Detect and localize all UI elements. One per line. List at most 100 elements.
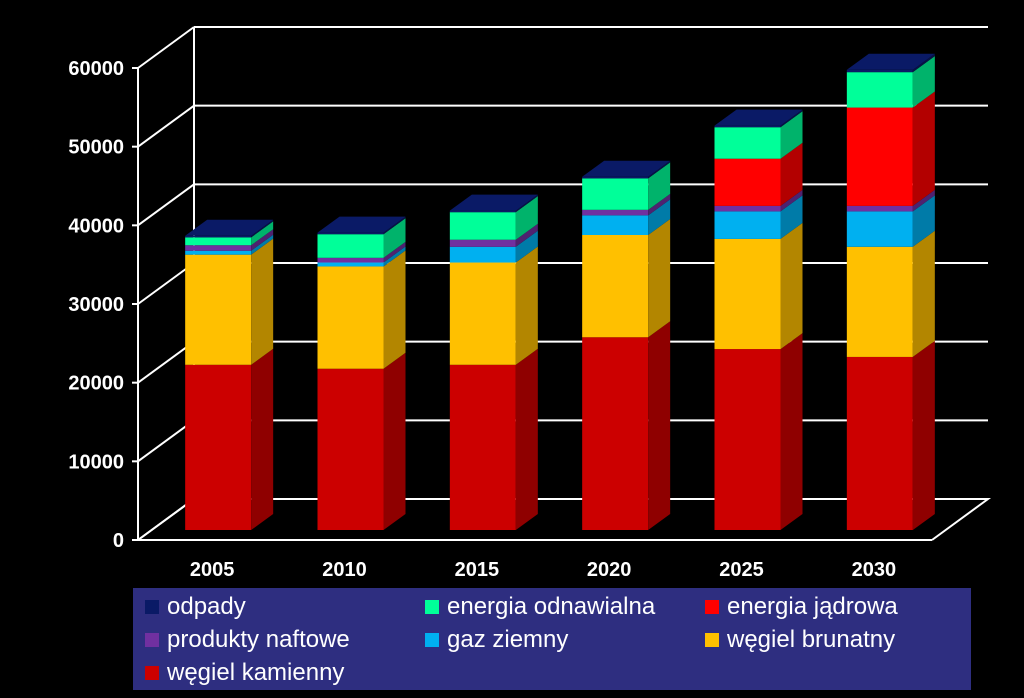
bar-2030-energia-jądrowa-side [912, 91, 935, 206]
bar-2020-odpady [582, 176, 649, 179]
bar-2025-gaz-ziemny-side [780, 195, 803, 239]
bar-2010-odpady-side [383, 216, 406, 235]
legend-item-energia-odnawialna: energia odnawialna [425, 590, 655, 624]
bar-2020-energia-odnawialna-side [648, 162, 671, 210]
legend-label: energia jądrowa [727, 593, 898, 620]
legend-item-odpady: odpady [145, 590, 246, 624]
bar-stack-2005 [185, 219, 274, 530]
gridline-side [137, 498, 195, 541]
bar-2025-gaz-ziemny [714, 211, 781, 239]
bar-2020-gaz-ziemny-side [648, 199, 671, 235]
bar-stack-2025 [714, 109, 803, 530]
bar-2030-gaz-ziemny-side [912, 195, 935, 247]
bar-2005-energia-odnawialna-side [251, 221, 274, 246]
bar-top-2010 [317, 216, 406, 233]
x-tick-label: 2030 [852, 559, 897, 581]
legend-label: gaz ziemny [447, 626, 569, 653]
bar-2005-produkty-naftowe-side [251, 229, 274, 251]
gridline-side [137, 104, 195, 148]
bar-2010-węgiel-kamienny [317, 368, 384, 530]
legend-item-energia-jadrowa: energia jądrowa [705, 590, 898, 624]
bar-2030-węgiel-kamienny [846, 356, 913, 530]
bar-2020-produkty-naftowe [582, 209, 649, 216]
bar-2020-węgiel-brunatny-side [648, 219, 671, 338]
bar-2025-węgiel-kamienny [714, 349, 781, 530]
y-tick-label: 40000 [68, 215, 124, 237]
bar-2015-węgiel-brunatny-side [515, 246, 538, 365]
bar-2030-energia-odnawialna-side [912, 56, 935, 108]
bar-2025-energia-odnawialna-side [780, 111, 803, 159]
bar-2020-węgiel-brunatny [582, 235, 649, 338]
legend-swatch-produkty-naftowe [145, 633, 159, 647]
stacked-3d-bar-chart: 0 10000 20000 30000 40000 50000 60000 2005 2010 2… [68, 26, 992, 581]
bar-2005-węgiel-kamienny [185, 364, 252, 530]
bar-2015-gaz-ziemny-side [515, 230, 538, 263]
bar-2010-węgiel-kamienny-side [383, 352, 406, 530]
legend-label: węgiel kamienny [167, 659, 345, 686]
y-tick-label: 10000 [68, 451, 124, 473]
legend-swatch-wegiel-kamienny [145, 666, 159, 680]
bars [185, 53, 935, 530]
bar-2025-energia-odnawialna [714, 127, 781, 159]
bar-2025-węgiel-brunatny [714, 238, 781, 350]
x-tick-label: 2015 [455, 559, 500, 581]
legend-swatch-energia-jadrowa [705, 600, 719, 614]
bar-2015-odpady-side [515, 194, 538, 213]
bar-top-2030 [846, 53, 935, 70]
bar-2030-węgiel-brunatny-side [912, 230, 935, 357]
bar-2015-węgiel-kamienny-side [515, 348, 538, 530]
bar-2025-odpady [714, 125, 781, 128]
legend-label: produkty naftowe [167, 626, 350, 653]
x-tick-label: 2020 [587, 559, 632, 581]
x-tick-label: 2025 [719, 559, 764, 581]
bar-2030-energia-jądrowa [846, 107, 913, 206]
y-tick-label: 0 [113, 530, 124, 552]
bar-2015-produkty-naftowe-side [515, 223, 538, 247]
bar-2030-węgiel-brunatny [846, 246, 913, 357]
bar-2025-energia-jądrowa-side [780, 142, 803, 206]
bar-2010-gaz-ziemny-side [383, 246, 406, 267]
y-tick-label: 60000 [68, 58, 124, 80]
bar-2005-węgiel-brunatny-side [251, 238, 274, 365]
bar-2010-energia-odnawialna [317, 234, 384, 258]
x-tick-label: 2005 [190, 559, 235, 581]
bar-2015-odpady [449, 210, 516, 213]
bar-top-2020 [582, 160, 671, 177]
bar-2020-produkty-naftowe-side [648, 193, 671, 216]
y-tick-label: 30000 [68, 294, 124, 316]
bar-2010-energia-odnawialna-side [383, 218, 406, 258]
bar-2020-gaz-ziemny [582, 215, 649, 235]
bar-2015-węgiel-brunatny [449, 262, 516, 365]
bar-2020-węgiel-kamienny [582, 337, 649, 530]
bar-2010-odpady [317, 232, 384, 235]
bar-2005-gaz-ziemny-side [251, 234, 274, 255]
bar-stack-2020 [582, 160, 671, 530]
axes [132, 67, 932, 541]
bar-stack-2030 [846, 53, 935, 530]
bar-2030-odpady [846, 69, 913, 73]
legend-label: energia odnawialna [447, 593, 656, 620]
bar-2025-węgiel-kamienny-side [780, 333, 803, 530]
bar-2030-węgiel-kamienny-side [912, 340, 935, 530]
bar-2005-odpady-side [251, 219, 274, 238]
legend-swatch-energia-odnawialna [425, 600, 439, 614]
legend-item-produkty-naftowe: produkty naftowe [145, 623, 350, 657]
bar-2015-gaz-ziemny [449, 246, 516, 263]
bar-2010-produkty-naftowe-side [383, 241, 406, 263]
x-tick-label: 2010 [322, 559, 367, 581]
bar-2030-odpady-side [912, 53, 935, 73]
bar-2015-węgiel-kamienny [449, 364, 516, 530]
axis-labels: 0 10000 20000 30000 40000 50000 60000 2005 2010 2… [68, 58, 896, 581]
bar-top-2025 [714, 109, 803, 126]
bar-2015-energia-odnawialna [449, 212, 516, 240]
gridline-side [137, 419, 195, 463]
legend-item-wegiel-brunatny: węgiel brunatny [705, 623, 895, 657]
bar-2020-odpady-side [648, 160, 671, 179]
bar-2025-produkty-naftowe [714, 205, 781, 212]
bar-2020-węgiel-kamienny-side [648, 321, 671, 530]
bar-2015-energia-odnawialna-side [515, 196, 538, 240]
bar-2010-gaz-ziemny [317, 262, 384, 267]
gridline-side [137, 262, 195, 305]
bar-2010-węgiel-brunatny [317, 266, 384, 369]
bar-2025-energia-jądrowa [714, 158, 781, 206]
